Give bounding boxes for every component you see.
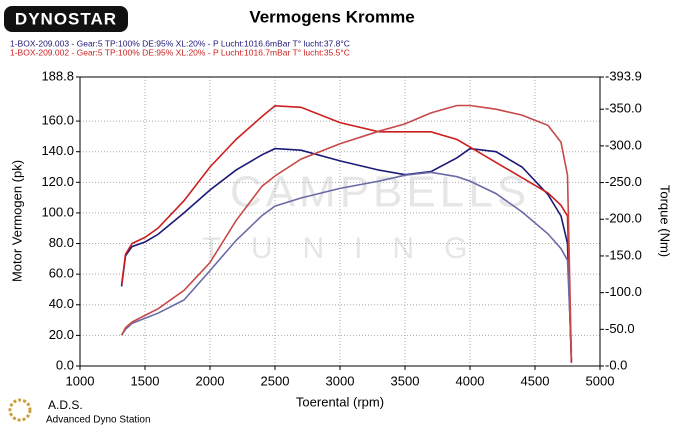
y-tick-label: 80.0 <box>49 235 74 250</box>
x-tick-label: 1500 <box>131 373 160 388</box>
y2-tick-label: -393.9 <box>605 68 642 83</box>
y2-tick-label: -350.0 <box>605 101 642 116</box>
plot-frame <box>79 76 601 367</box>
y-tick-label: 100.0 <box>41 204 74 219</box>
x-tick-label: 4500 <box>521 373 550 388</box>
logo: DYNOSTAR <box>15 9 117 28</box>
logo-box <box>4 6 128 32</box>
run-info: 1-BOX-209.003 - Gear:5 TP:100% DE:95% XL… <box>10 38 350 48</box>
y-tick-label: 0.0 <box>56 357 74 372</box>
y2-tick-label: -300.0 <box>605 137 642 152</box>
y2-tick-label: -250.0 <box>605 174 642 189</box>
y2-tick-label: -50.0 <box>605 321 635 336</box>
y-tick-label: 160.0 <box>41 113 74 128</box>
y-tick-label: 188.8 <box>41 68 74 83</box>
y2-tick-label: -100.0 <box>605 284 642 299</box>
y-tick-label: 60.0 <box>49 266 74 281</box>
y-tick-label: 20.0 <box>49 327 74 342</box>
footer-brand: A.D.S. <box>48 398 83 412</box>
series-line <box>120 104 573 363</box>
y2-tick-label: -150.0 <box>605 247 642 262</box>
y-axis-label: Motor Vermogen (pk) <box>9 160 24 282</box>
watermark: TUNING <box>203 232 498 265</box>
y2-tick-label: -200.0 <box>605 211 642 226</box>
x-tick-label: 2000 <box>196 373 225 388</box>
x-tick-label: 5000 <box>586 373 615 388</box>
x-tick-label: 1000 <box>66 373 95 388</box>
x-tick-label: 3500 <box>391 373 420 388</box>
series-line <box>120 104 573 359</box>
watermark: CAMPBELLS <box>230 168 530 217</box>
y-tick-label: 40.0 <box>49 296 74 311</box>
chart-title: Vermogens Kromme <box>249 7 414 26</box>
x-tick-label: 4000 <box>456 373 485 388</box>
x-tick-label: 2500 <box>261 373 290 388</box>
x-tick-label: 3000 <box>326 373 355 388</box>
footer-subtitle: Advanced Dyno Station <box>46 415 151 426</box>
series-line <box>120 147 573 362</box>
x-axis-label: Toerental (rpm) <box>296 394 384 409</box>
y-tick-label: 140.0 <box>41 143 74 158</box>
y2-axis-label: Torque (Nm) <box>658 185 673 257</box>
footer-logo <box>8 398 32 422</box>
y2-tick-label: -0.0 <box>605 357 627 372</box>
run-info: 1-BOX-209.002 - Gear:5 TP:100% DE:95% XL… <box>10 47 350 57</box>
series-line <box>120 171 573 352</box>
y-tick-label: 120.0 <box>41 174 74 189</box>
